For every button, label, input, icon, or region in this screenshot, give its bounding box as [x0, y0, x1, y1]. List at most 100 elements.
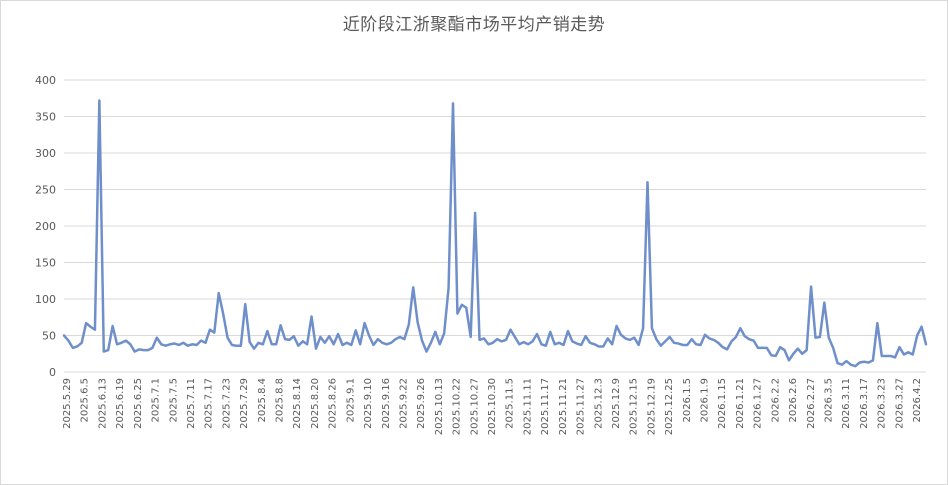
data-point — [695, 343, 697, 345]
data-point — [563, 344, 565, 346]
data-point — [868, 362, 870, 364]
series-line — [62, 99, 928, 368]
data-point — [346, 342, 348, 344]
x-tick-label: 2025.8.8 — [275, 378, 286, 423]
data-point — [182, 342, 184, 344]
data-point — [890, 355, 892, 357]
data-point — [249, 341, 251, 343]
x-tick-label: 2026.3.5 — [823, 378, 834, 423]
data-point — [567, 330, 569, 332]
data-point — [814, 337, 816, 339]
data-point — [797, 348, 799, 350]
data-point — [810, 286, 812, 288]
data-point — [616, 325, 618, 327]
data-point — [863, 361, 865, 363]
data-point — [722, 346, 724, 348]
data-point — [677, 343, 679, 345]
data-point — [633, 337, 635, 339]
data-point — [660, 345, 662, 347]
data-point — [912, 353, 914, 355]
data-point — [408, 324, 410, 326]
x-tick-label: 2025.9.26 — [416, 378, 427, 429]
x-tick-label: 2025.8.14 — [292, 378, 303, 429]
data-point — [894, 356, 896, 358]
data-point — [266, 330, 268, 332]
data-point — [907, 351, 909, 353]
x-tick-label: 2025.11.27 — [576, 378, 587, 435]
data-point — [76, 345, 78, 347]
x-tick-label: 2025.10.30 — [487, 378, 498, 435]
data-point — [218, 292, 220, 294]
x-tick-label: 2025.12.19 — [646, 378, 657, 435]
data-point — [284, 338, 286, 340]
data-point — [302, 340, 304, 342]
data-point — [200, 340, 202, 342]
data-point — [253, 348, 255, 350]
data-point — [593, 343, 595, 345]
x-tick-label: 2026.1.21 — [735, 378, 746, 429]
data-point — [686, 344, 688, 346]
data-point — [262, 343, 264, 345]
data-point — [81, 342, 83, 344]
data-point — [735, 336, 737, 338]
data-point — [753, 340, 755, 342]
data-point — [395, 338, 397, 340]
data-point — [479, 339, 481, 341]
x-tick-label: 2026.3.17 — [859, 378, 870, 429]
data-point — [151, 347, 153, 349]
data-point — [925, 343, 927, 345]
data-point — [558, 342, 560, 344]
x-tick-label: 2025.11.5 — [505, 378, 516, 429]
data-point — [744, 335, 746, 337]
data-point — [275, 343, 277, 345]
data-point — [372, 344, 374, 346]
data-point — [324, 342, 326, 344]
data-point — [545, 345, 547, 347]
data-point — [611, 343, 613, 345]
x-tick-label: 2025.7.11 — [186, 378, 197, 429]
x-tick-label: 2025.6.13 — [97, 378, 108, 429]
data-point — [598, 345, 600, 347]
y-tick-label: 300 — [35, 147, 56, 160]
data-point — [293, 335, 295, 337]
x-tick-label: 2025.7.23 — [221, 378, 232, 429]
x-tick-label: 2025.12.25 — [664, 378, 675, 435]
x-tick-label: 2026.2.2 — [770, 378, 781, 423]
x-tick-label: 2025.12.15 — [629, 378, 640, 435]
x-tick-label: 2026.3.27 — [894, 378, 905, 429]
data-point — [67, 340, 69, 342]
data-point — [704, 334, 706, 336]
x-tick-label: 2025.10.22 — [452, 378, 463, 435]
data-point — [655, 338, 657, 340]
data-point — [792, 353, 794, 355]
data-point — [620, 334, 622, 336]
data-point — [496, 338, 498, 340]
data-point — [501, 340, 503, 342]
data-point — [757, 347, 759, 349]
data-point — [297, 345, 299, 347]
data-point — [244, 303, 246, 305]
data-point — [638, 344, 640, 346]
x-tick-label: 2025.8.4 — [257, 378, 268, 423]
data-point — [580, 344, 582, 346]
x-tick-label: 2025.9.22 — [398, 378, 409, 429]
x-axis-ticks: 2025.5.29 2025.6.5 2025.6.13 2025.6.19 2025.… — [62, 378, 923, 435]
y-tick-label: 400 — [35, 74, 56, 87]
data-point — [664, 340, 666, 342]
data-point — [350, 344, 352, 346]
data-point — [624, 337, 626, 339]
x-tick-label: 2025.11.21 — [558, 378, 569, 435]
data-point — [288, 339, 290, 341]
data-point — [90, 326, 92, 328]
data-point — [691, 338, 693, 340]
series-points — [63, 99, 927, 367]
data-point — [98, 99, 100, 101]
data-point — [673, 342, 675, 344]
data-point — [403, 338, 405, 340]
data-point — [788, 359, 790, 361]
x-tick-label: 2025.7.5 — [168, 378, 179, 423]
data-point — [739, 327, 741, 329]
data-point — [116, 343, 118, 345]
data-point — [333, 343, 335, 345]
x-tick-label: 2025.7.1 — [151, 378, 162, 423]
